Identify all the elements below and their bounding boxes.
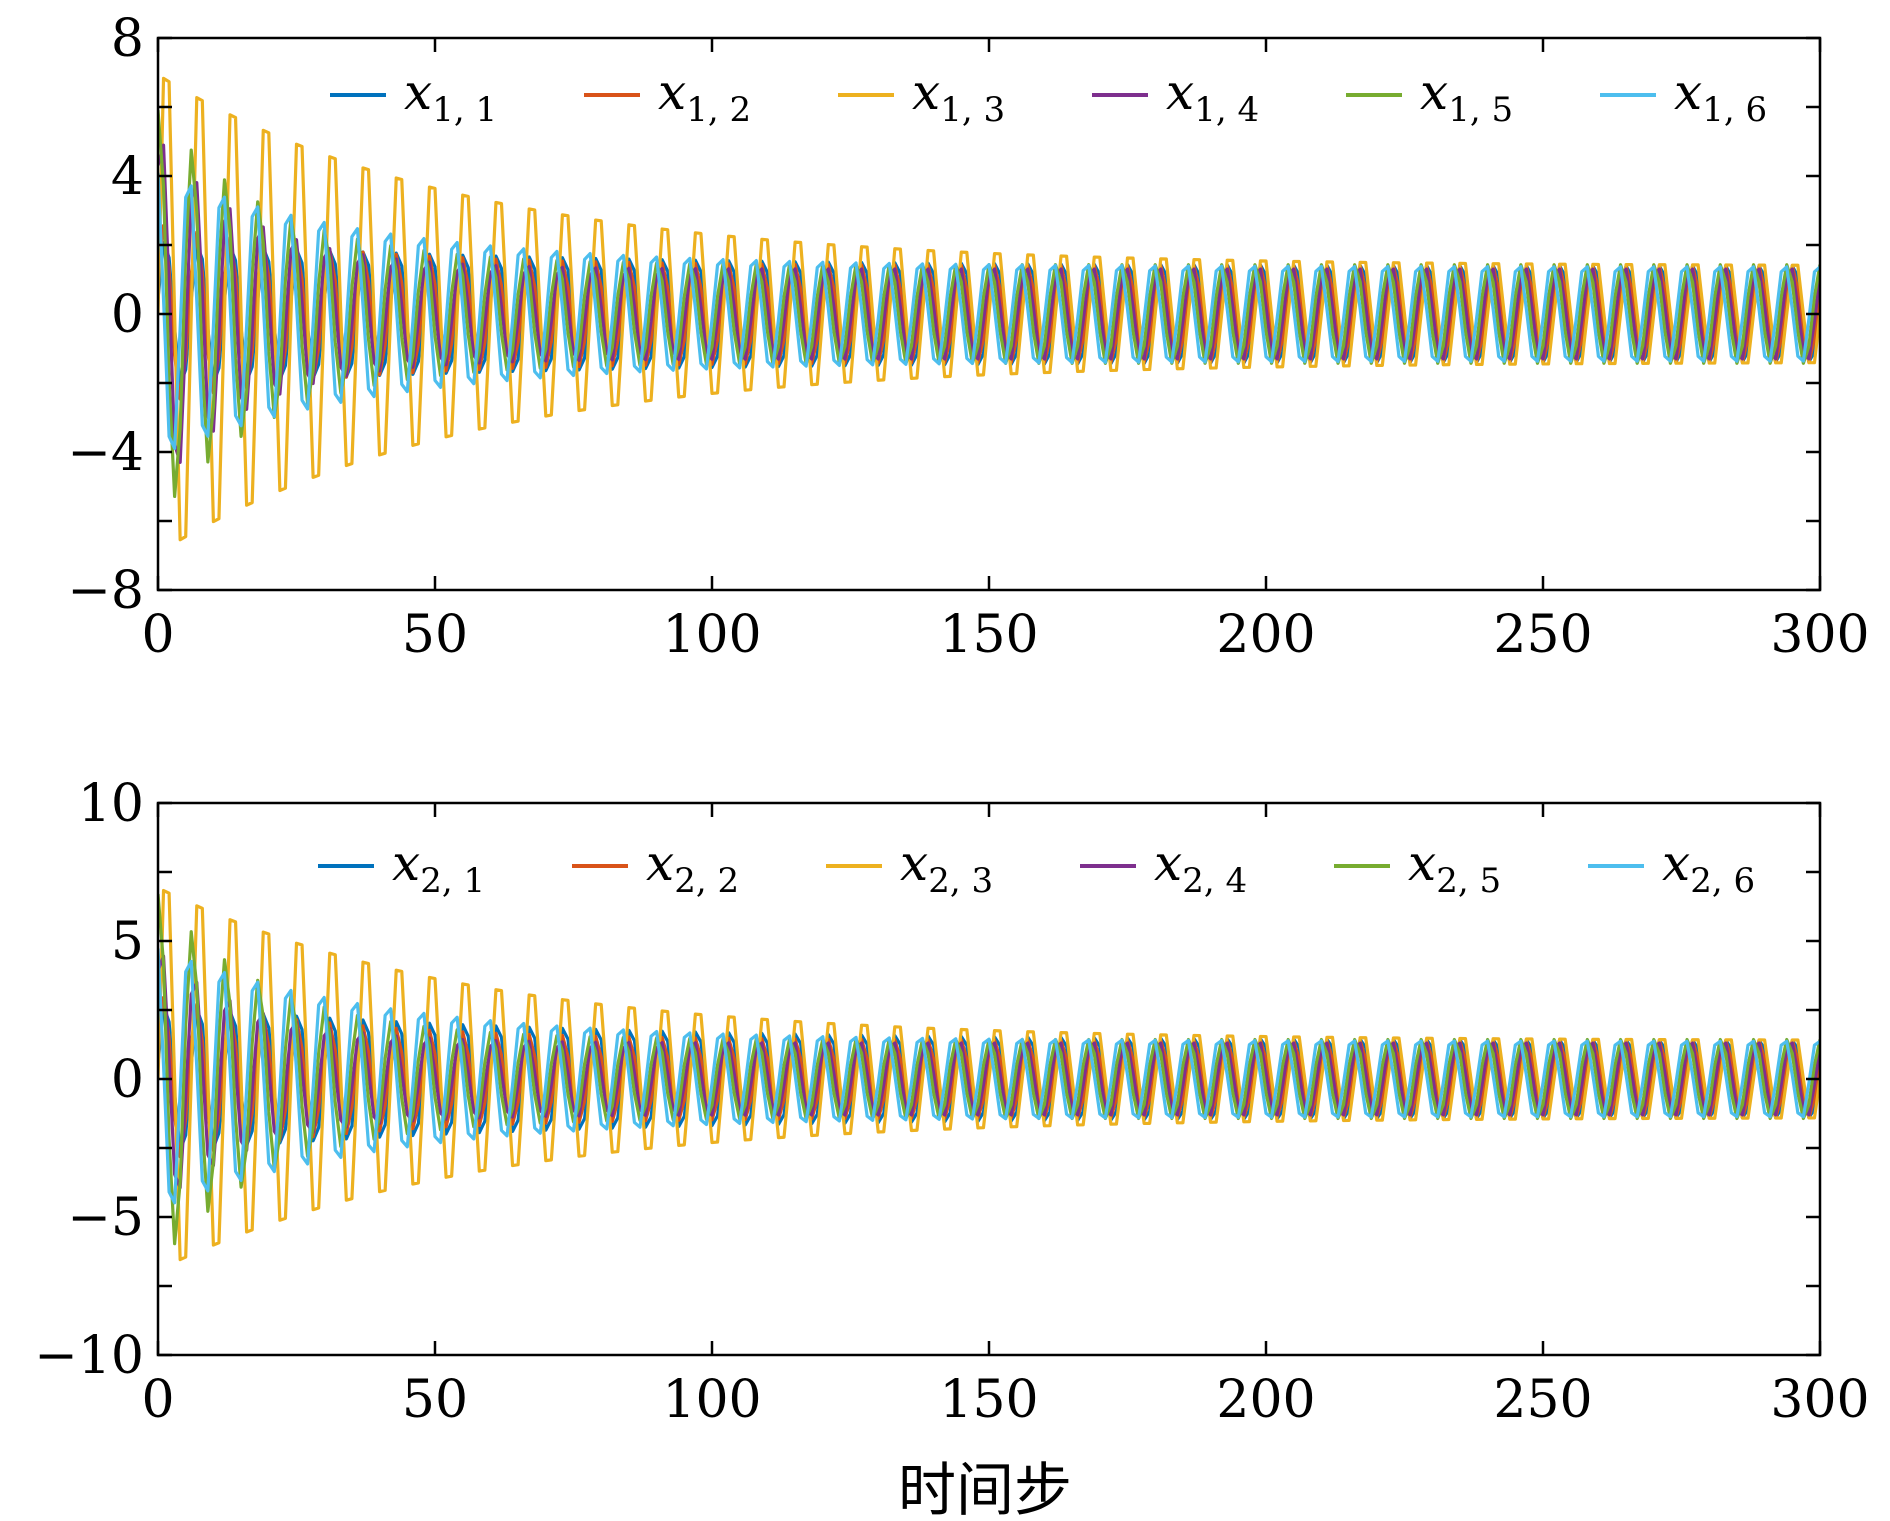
subplot-top: 0 50 100 150 200 250 300 −8 −4 0 4 8 x1, 1 x1, 2 x1, 3… [67, 9, 1869, 665]
legend-entry: x2, 5 [1408, 834, 1501, 901]
ticks [156, 801, 1822, 1357]
x-tick-label: 50 [402, 1370, 468, 1430]
series-line-3 [158, 76, 1820, 542]
plot-lines [158, 76, 1820, 542]
x-tick-label: 200 [1216, 1370, 1315, 1430]
y-tick-label: 5 [111, 912, 144, 972]
series-line-6 [158, 948, 1820, 1205]
legend: x1, 1 x1, 2 x1, 3 x1, 4 x1, 5 x1, 6 [330, 63, 1767, 130]
y-tick-label: −8 [67, 561, 144, 621]
series-line-6 [158, 172, 1820, 450]
y-tick-label: 0 [111, 285, 144, 345]
y-tick-label: −4 [67, 423, 144, 483]
y-tick-label: 4 [111, 147, 144, 207]
x-tick-label: 150 [939, 1370, 1038, 1430]
legend-entry: x1, 6 [1674, 63, 1767, 130]
x-tick-label: 300 [1770, 605, 1869, 665]
legend-entry: x2, 2 [646, 834, 739, 901]
legend-entry: x2, 1 [392, 834, 485, 901]
y-tick-label: 8 [111, 9, 144, 69]
x-tick-label: 250 [1493, 605, 1592, 665]
plot-lines [158, 888, 1820, 1262]
legend-entry: x1, 4 [1166, 63, 1259, 130]
y-tick-label: 10 [78, 774, 144, 834]
legend: x2, 1 x2, 2 x2, 3 x2, 4 x2, 5 x2, 6 [318, 834, 1755, 901]
y-tick-label: −10 [34, 1326, 144, 1386]
x-axis-label: 时间步 [898, 1456, 1072, 1521]
legend-entry: x2, 3 [900, 834, 993, 901]
x-tick-label: 0 [141, 1370, 174, 1430]
y-tick-label: −5 [67, 1188, 144, 1248]
ticks [156, 36, 1822, 592]
x-tick-label: 100 [662, 605, 761, 665]
legend-entry: x1, 5 [1420, 63, 1513, 130]
legend-entry: x1, 1 [404, 63, 497, 130]
x-tick-label: 100 [662, 1370, 761, 1430]
x-tick-label: 300 [1770, 1370, 1869, 1430]
legend-entry: x1, 2 [658, 63, 751, 130]
legend-entry: x1, 3 [912, 63, 1005, 130]
x-tick-label: 250 [1493, 1370, 1592, 1430]
y-tick-label: 0 [111, 1050, 144, 1110]
x-tick-label: 0 [141, 605, 174, 665]
legend-entry: x2, 4 [1154, 834, 1247, 901]
series-line-3 [158, 888, 1820, 1262]
legend-entry: x2, 6 [1662, 834, 1755, 901]
x-tick-label: 50 [402, 605, 468, 665]
x-tick-label: 150 [939, 605, 1038, 665]
x-tick-label: 200 [1216, 605, 1315, 665]
